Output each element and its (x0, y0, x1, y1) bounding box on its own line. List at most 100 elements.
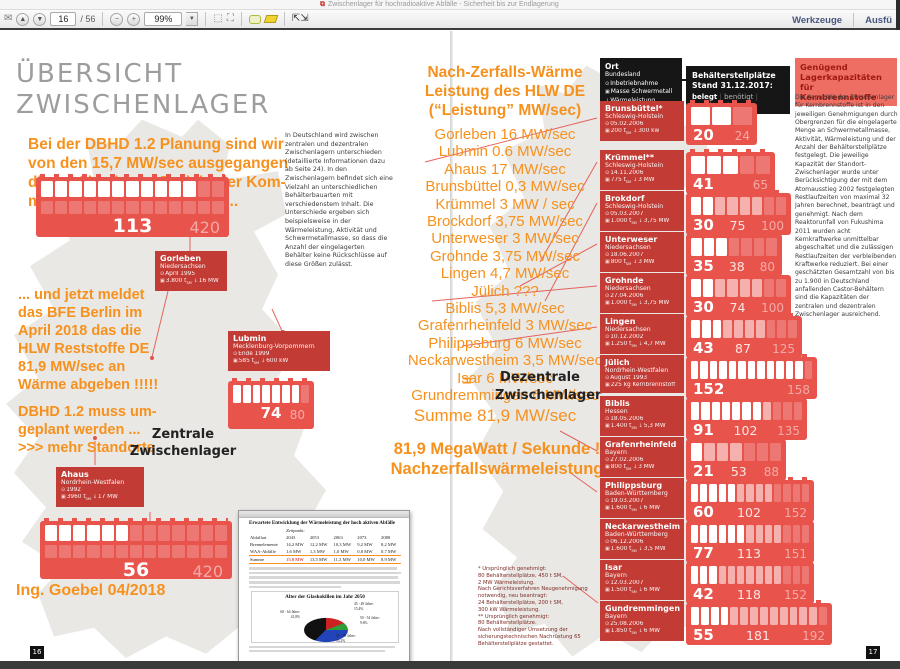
container-segment (707, 156, 722, 174)
page-number-input[interactable] (50, 12, 77, 26)
belegt-value: 113 (112, 215, 153, 237)
heat-icon: ↓ (193, 278, 198, 284)
next-page-button[interactable]: ▼ (33, 12, 47, 26)
heat-icon: ↓ (633, 177, 638, 183)
previous-page-button[interactable]: ▲ (16, 12, 30, 26)
chart-top-tabs (690, 518, 810, 521)
container-segment (718, 484, 726, 502)
benoetigt-value: 102 (737, 505, 761, 520)
container-segment (804, 361, 813, 379)
container-segment (200, 525, 213, 541)
chart-numbers: 74 80 (228, 403, 314, 422)
zoom-out-button[interactable]: − (110, 12, 124, 26)
container-segment (41, 201, 54, 214)
clock-icon: ⊙ (605, 456, 610, 463)
container-segment (764, 484, 773, 502)
container-segment (129, 525, 143, 541)
container-segment (715, 197, 726, 215)
genehmigt-value: 152 (784, 506, 807, 520)
station-name: Brokdorf (605, 194, 645, 203)
chart-top-tabs (690, 436, 782, 439)
container-segment (214, 545, 228, 558)
station-info-box: Ahaus Nordrhein-Westfalen ⊙1992 ▣3960 tSM ↓… (56, 467, 144, 507)
container-segment (691, 566, 699, 584)
genehmigt-value: 151 (784, 547, 807, 561)
container-segment (172, 545, 185, 558)
container-slot-chart: 55 181 192 (686, 600, 832, 645)
station-info-box: Lubmin Mecklenburg-Vorpommern ⊙Ende 1999 ▣5… (228, 331, 330, 371)
container-segment (59, 525, 72, 541)
station-info-box: Grohnde Niedersachsen ⊙27.04.2006 ▣1.000 tS… (600, 273, 684, 313)
station-info-box: Unterweser Niedersachsen ⊙18.06.2007 ▣800 t… (600, 232, 684, 272)
fullscreen-icon[interactable]: ⇱⇲ (291, 13, 309, 24)
capacity-text: Die Kapazität der Zwischenlager für Kern… (795, 94, 898, 318)
container-segment (730, 607, 739, 625)
fit-window-icon[interactable]: ⛶ (226, 13, 234, 24)
mass-icon: ▣ (605, 505, 610, 511)
chart-top-tabs (44, 518, 228, 521)
benoetigt-value: 181 (746, 628, 770, 643)
station-info-box: Philippsburg Baden-Württemberg ⊙19.03.2007… (600, 478, 684, 518)
container-segment (169, 181, 182, 197)
station-name: Lingen (605, 317, 636, 326)
station-info-box: Jülich Nordrhein-Westfalen ⊙August 1993 ▣22… (600, 355, 684, 393)
clock-icon: ⊙ (605, 497, 610, 504)
station-state: Bayern (605, 449, 627, 456)
inset-title: Erwartete Entwicklung der Wärmeleistung … (249, 521, 395, 526)
container-segment (819, 607, 828, 625)
station-name: Jülich (605, 358, 630, 367)
station-state: Schleswig-Holstein (605, 113, 664, 120)
highlighter-icon[interactable] (263, 15, 279, 23)
mass-icon: ▣ (605, 587, 610, 593)
pdf-icon: ⧉ (320, 1, 325, 8)
container-segment (774, 525, 782, 543)
container-segment (291, 385, 300, 403)
container-segment (87, 525, 100, 541)
envelope-icon[interactable]: ✉ (4, 13, 13, 24)
container-segment (45, 525, 58, 541)
comment-icon[interactable] (248, 14, 261, 24)
chart-top-tabs (690, 231, 778, 234)
station-state: Schleswig-Holstein (605, 162, 664, 169)
chart-numbers: 20 24 (686, 125, 757, 144)
zoom-in-button[interactable]: + (127, 12, 141, 26)
chart-numbers: 77 113 151 (686, 543, 814, 562)
container-segment (755, 566, 763, 584)
container-slot-chart: 152 158 (686, 354, 817, 399)
container-segment (733, 107, 752, 125)
container-segment (691, 156, 706, 174)
container-segment (710, 607, 719, 625)
container-segment (743, 443, 755, 461)
chart-top-tabs (690, 477, 810, 480)
container-segment (774, 566, 782, 584)
container-segment (727, 279, 738, 297)
container-segment (691, 320, 700, 338)
mass-icon: ▣ (61, 494, 66, 500)
container-segment (719, 361, 727, 379)
container-segment (769, 607, 778, 625)
container-segment (69, 201, 82, 214)
zoom-dropdown-button[interactable]: ▼ (186, 12, 199, 26)
container-segment (739, 197, 750, 215)
zoom-level-input[interactable] (144, 12, 183, 26)
container-segment (744, 320, 754, 338)
tools-menu[interactable]: Werkzeuge (792, 14, 843, 26)
container-segment (766, 238, 778, 256)
container-segment (55, 181, 68, 197)
genehmigt-value: 24 (734, 129, 750, 143)
scroll-mode-icon[interactable]: ⬚ (213, 13, 223, 24)
station-name: Ahaus (61, 470, 89, 479)
container-segment (755, 320, 765, 338)
container-segment (792, 484, 800, 502)
container-slot-chart: 77 113 151 (686, 518, 814, 563)
container-slot-chart: 41 65 (686, 149, 775, 194)
clock-icon: ⊙ (605, 80, 610, 87)
station-mass-power: ▣1.250 tSM ↓4,7 MW (605, 341, 666, 349)
station-date: ⊙1992 (61, 486, 81, 493)
container-segment (727, 484, 736, 502)
container-segment (709, 484, 717, 502)
fill-sign-menu[interactable]: Ausfü (865, 14, 892, 26)
station-state: Mecklenburg-Vorpommern (233, 343, 315, 350)
benoetigt-value: 53 (730, 464, 747, 479)
container-segment (727, 197, 738, 215)
